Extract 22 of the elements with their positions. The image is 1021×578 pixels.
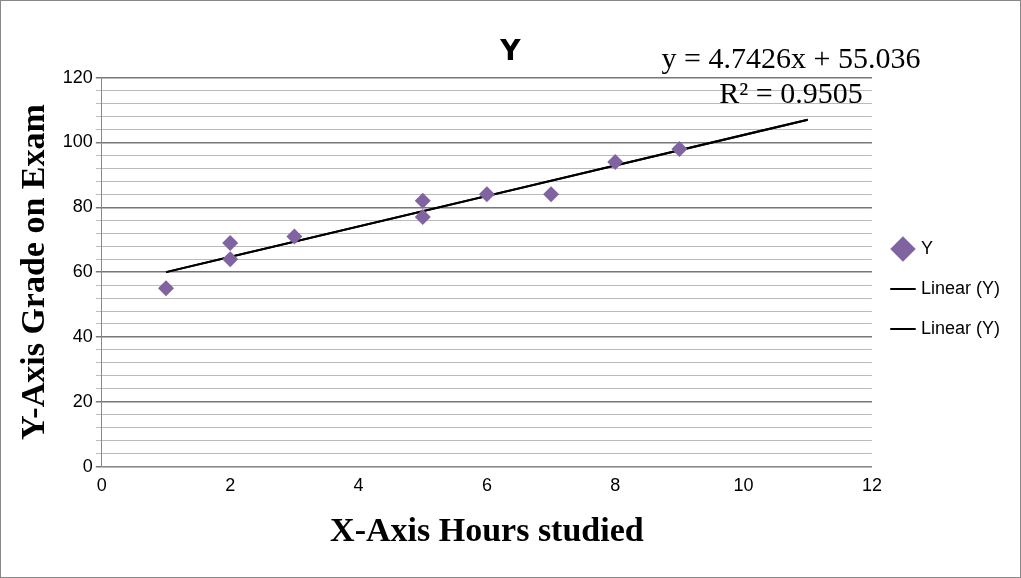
y-tick-label: 0 [82,455,93,476]
x-tick-label: 0 [96,475,107,496]
legend-label: Linear (Y) [920,317,1000,338]
x-tick-label: 12 [861,475,882,496]
y-tick-label: 80 [72,196,93,217]
x-tick-label: 10 [733,475,754,496]
y-tick-label: 20 [72,390,93,411]
text: y = 4.7426x + 55.036 [661,41,921,74]
x-tick-label: 8 [610,475,621,496]
annotation: R² = 0.9505 [719,76,863,109]
y-tick-label: 40 [72,325,93,346]
x-axis-title: X-Axis Hours studied [330,511,644,549]
x-tick-label: 2 [225,475,236,496]
chart-title: Y [499,34,522,68]
y-tick-label: 100 [62,131,93,152]
y-axis-title: Y-Axis Grade on Exam [14,104,52,441]
legend-label: Linear (Y) [920,277,1000,298]
x-tick-label: 4 [353,475,364,496]
y-tick-label: 120 [62,66,93,87]
y-tick-label: 60 [72,261,93,282]
x-tick-label: 6 [481,475,492,496]
legend-label: Y [920,237,933,258]
